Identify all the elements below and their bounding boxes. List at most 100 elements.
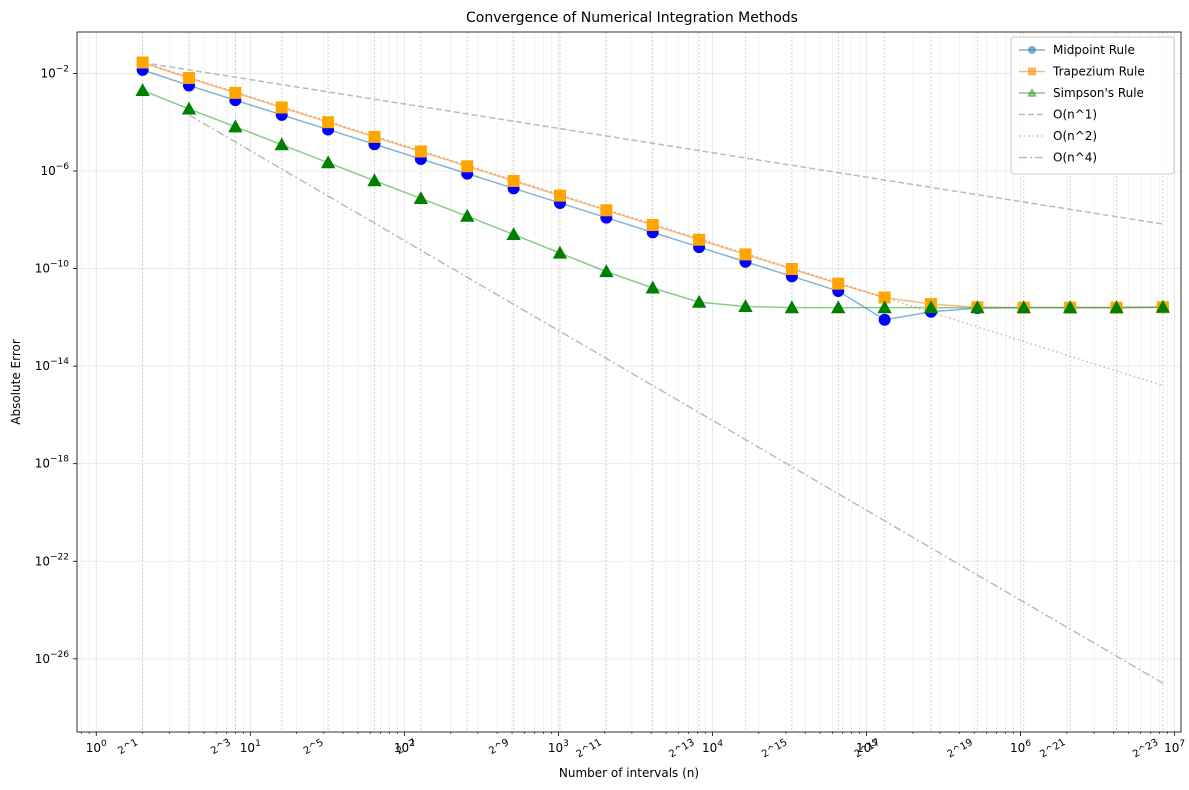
y-tick-exponent: −18 [50, 455, 69, 465]
legend-swatch-marker [1028, 67, 1036, 76]
data-point [181, 101, 197, 115]
y-tick-base: 10 [40, 164, 55, 178]
legend-label: Midpoint Rule [1053, 43, 1135, 57]
x-tick-base: 10 [548, 741, 563, 755]
y-tick-label: 10−14 [35, 357, 70, 373]
chart-title: Convergence of Numerical Integration Met… [466, 10, 798, 26]
x-tick-exponent: 1 [255, 739, 261, 749]
x-tick-label: 104 [702, 739, 723, 755]
y-tick-exponent: −6 [56, 162, 70, 172]
x-tick-label: 105 [856, 739, 877, 755]
x-tick-exponent: 3 [563, 739, 569, 749]
x-tick-label: 106 [1010, 739, 1031, 755]
x-tick-exponent: 2 [409, 739, 415, 749]
legend-label: O(n^2) [1053, 129, 1097, 143]
legend-swatch-marker [1027, 87, 1037, 97]
y-tick-label: 10−26 [35, 650, 70, 666]
y-tick-exponent: −2 [56, 64, 69, 74]
y-tick-base: 10 [35, 262, 50, 276]
data-point [832, 277, 845, 290]
data-point [739, 248, 752, 261]
x-tick-label: 101 [240, 739, 261, 755]
data-point [1155, 299, 1171, 313]
data-point [413, 191, 429, 205]
legend-item: Midpoint Rule [1019, 43, 1135, 57]
x-tick-base: 10 [1010, 741, 1025, 755]
data-point [367, 173, 382, 187]
x-axis-title: Number of intervals (n) [559, 766, 699, 780]
data-point [645, 280, 660, 294]
power-of-two-label: 2^11 [575, 737, 604, 760]
y-tick-exponent: −14 [50, 357, 69, 367]
x-tick-exponent: 6 [1025, 739, 1031, 749]
power-of-two-label: 2^15 [760, 737, 789, 760]
data-point [691, 294, 707, 308]
y-tick-label: 10−18 [35, 455, 70, 471]
data-series [135, 56, 1171, 326]
data-point [275, 101, 288, 114]
data-point [182, 72, 195, 85]
data-point [274, 137, 289, 151]
x-tick-label: 103 [548, 739, 569, 755]
x-tick-base: 10 [240, 741, 255, 755]
legend-item: Simpson's Rule [1019, 86, 1144, 100]
power-of-two-label: 2^5 [302, 737, 326, 757]
data-point [1062, 300, 1078, 314]
x-tick-label: 107 [1164, 739, 1185, 755]
power-of-two-label: 2^3 [209, 737, 233, 757]
legend-item: Trapezium Rule [1019, 65, 1145, 79]
data-point [553, 189, 566, 202]
data-point [599, 264, 614, 278]
legend-label: O(n^4) [1053, 151, 1097, 165]
y-tick-label: 10−22 [35, 552, 69, 568]
x-tick-exponent: 4 [717, 739, 723, 749]
data-point [228, 119, 243, 133]
data-point [507, 174, 520, 187]
data-point [461, 160, 474, 173]
y-axis-title: Absolute Error [9, 339, 23, 425]
x-tick-label: 100 [86, 739, 107, 755]
power-of-two-label: 2^9 [487, 737, 511, 757]
y-tick-base: 10 [40, 66, 55, 80]
y-tick-base: 10 [35, 457, 50, 471]
legend-label: Simpson's Rule [1053, 86, 1144, 100]
x-tick-exponent: 5 [871, 739, 877, 749]
x-tick-base: 10 [86, 741, 101, 755]
y-tick-label: 10−6 [40, 162, 69, 178]
data-point [831, 300, 846, 314]
data-point [785, 263, 798, 276]
data-point [320, 155, 336, 169]
x-tick-base: 10 [856, 741, 871, 755]
legend-item: O(n^2) [1019, 129, 1097, 143]
reference-line [142, 61, 1163, 225]
grid [77, 32, 1181, 732]
y-tick-exponent: −22 [50, 552, 69, 562]
legend-box [1010, 36, 1175, 175]
x-tick-base: 10 [394, 741, 409, 755]
data-point [460, 208, 475, 222]
legend-item: O(n^4) [1019, 151, 1097, 165]
data-point [738, 299, 753, 313]
power-of-two-label: 2^1 [116, 737, 140, 757]
power-of-two-label: 2^19 [946, 737, 975, 760]
power-of-two-label: 2^21 [1038, 737, 1067, 760]
data-point [229, 86, 242, 99]
x-tick-exponent: 0 [101, 739, 107, 749]
x-tick-base: 10 [1164, 741, 1179, 755]
x-tick-exponent: 7 [1179, 739, 1185, 749]
data-point [368, 130, 381, 143]
y-tick-base: 10 [35, 554, 50, 568]
data-point [600, 204, 613, 217]
legend-label: O(n^1) [1053, 108, 1097, 122]
data-point [322, 116, 335, 129]
legend-item: O(n^1) [1019, 108, 1097, 122]
legend-swatch-marker [1028, 46, 1036, 54]
data-point [1016, 300, 1031, 314]
data-point [135, 83, 150, 97]
data-point [970, 300, 985, 314]
power-of-two-label: 2^13 [667, 737, 696, 760]
legend-label: Trapezium Rule [1052, 65, 1145, 79]
data-point [414, 145, 427, 158]
data-point [877, 300, 892, 314]
